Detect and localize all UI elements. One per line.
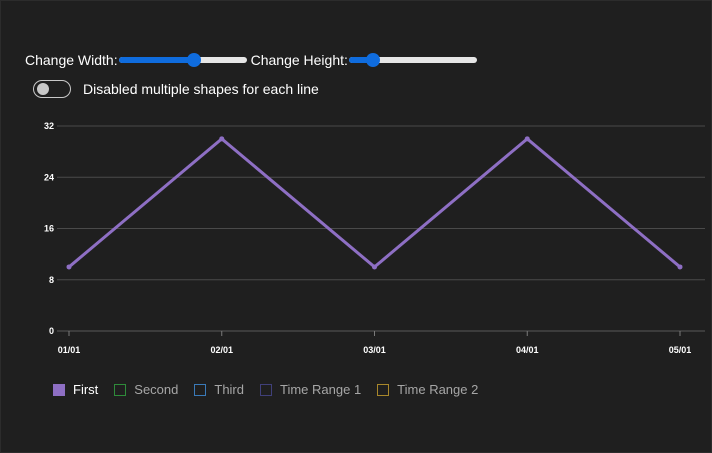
legend-label: Time Range 2 <box>397 382 479 397</box>
height-slider[interactable] <box>348 51 477 69</box>
width-slider-fill <box>118 57 194 63</box>
legend-label: Time Range 1 <box>280 382 362 397</box>
height-slider-fill <box>348 57 373 63</box>
y-tick-label: 24 <box>44 172 54 182</box>
x-tick-label: 01/01 <box>58 345 81 355</box>
y-tick-label: 32 <box>44 121 54 131</box>
series-line-first <box>68 136 681 269</box>
legend-label: First <box>73 382 99 397</box>
width-slider-thumb[interactable] <box>187 53 201 67</box>
legend-swatch <box>377 383 390 396</box>
multiple-shapes-toggle[interactable] <box>33 80 71 98</box>
data-point <box>372 264 377 270</box>
legend-swatch <box>53 383 65 396</box>
legend-label: Third <box>214 382 244 397</box>
x-tick-label: 05/01 <box>669 345 692 355</box>
line-chart: 0 8 16 24 32 01/01 02/01 03/01 04/01 05/01 <box>44 121 705 355</box>
y-tick-label: 8 <box>49 275 54 285</box>
y-tick-label: 0 <box>49 326 54 336</box>
y-tick-label: 16 <box>44 224 54 234</box>
legend-item[interactable]: Time Range 1 <box>260 382 361 397</box>
height-slider-track <box>348 57 477 63</box>
legend-item[interactable]: Time Range 2 <box>377 382 478 397</box>
height-slider-thumb[interactable] <box>366 53 380 67</box>
multiple-shapes-toggle-row: Disabled multiple shapes for each line <box>33 78 319 100</box>
legend-item[interactable]: First <box>53 382 98 397</box>
legend-label: Second <box>134 382 179 397</box>
width-slider[interactable] <box>118 51 247 69</box>
legend-item[interactable]: Third <box>194 382 244 397</box>
data-point <box>677 264 683 270</box>
size-controls: Change Width: Change Height: <box>25 51 481 69</box>
legend-swatch <box>114 383 127 396</box>
legend-item[interactable]: Second <box>114 382 178 397</box>
data-point <box>66 264 72 270</box>
x-tick-label: 02/01 <box>210 345 233 355</box>
legend-swatch <box>194 383 207 396</box>
data-point <box>219 136 225 142</box>
width-label: Change Width: <box>25 52 118 68</box>
x-tick-label: 04/01 <box>516 345 539 355</box>
legend-swatch <box>260 383 272 396</box>
toggle-knob <box>37 83 49 95</box>
toggle-label: Disabled multiple shapes for each line <box>83 81 319 97</box>
height-label: Change Height: <box>250 52 348 68</box>
chart-legend: First Second Third Time Range 1 Time Range 2 <box>53 382 494 397</box>
x-tick-label: 03/01 <box>363 345 386 355</box>
data-point <box>524 136 530 142</box>
